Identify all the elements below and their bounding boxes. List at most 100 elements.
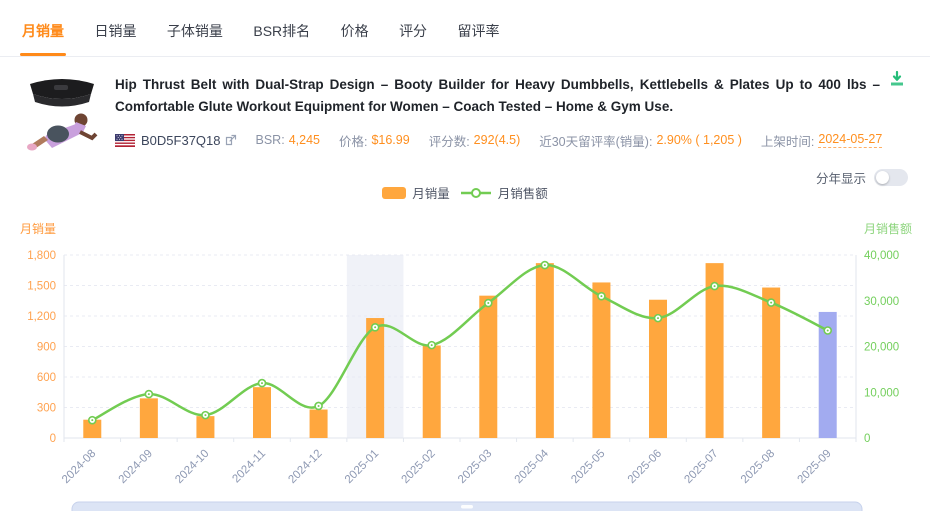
toggle-knob — [876, 171, 889, 184]
tab-review-rate[interactable]: 留评率 — [457, 23, 500, 39]
left-axis-tick: 600 — [37, 372, 56, 384]
bar-2025-02[interactable] — [422, 345, 441, 438]
bsr-stat: BSR: 4,245 — [256, 133, 320, 147]
legend-item-revenue[interactable]: 月销售额 — [460, 183, 548, 202]
bar-swatch-icon — [382, 186, 407, 199]
tab-day-sales[interactable]: 日销量 — [94, 23, 137, 39]
chart-canvas[interactable]: 0 300 600 900 1,200 1,500 1,800 0 10,000 20,000 30… — [0, 205, 930, 516]
bsr-value: 4,245 — [288, 133, 320, 147]
year-display-control: 分年显示 — [816, 168, 908, 187]
revenue-point-dot — [770, 301, 773, 304]
revenue-point-dot — [430, 344, 433, 347]
year-toggle-label: 分年显示 — [815, 172, 866, 186]
left-axis-name: 月销量 — [20, 222, 56, 236]
revenue-point-dot — [91, 419, 94, 422]
right-axis-name: 月销售额 — [864, 221, 912, 236]
x-axis-label-2025-09: 2025-09 — [795, 448, 833, 486]
product-meta-row: B0D5F37Q18 BSR: 4,245 价格: $16.99 评分数: 29… — [115, 131, 901, 149]
product-title: Hip Thrust Belt with Dual-Strap Design –… — [115, 77, 880, 114]
bar-2025-01[interactable] — [366, 318, 385, 438]
right-axis-tick: 10,000 — [864, 387, 899, 399]
download-icon[interactable] — [888, 70, 906, 88]
x-axis-label-2025-08: 2025-08 — [739, 448, 777, 486]
tab-child-sales[interactable]: 子体销量 — [166, 23, 223, 39]
bar-2025-04[interactable] — [535, 263, 554, 438]
left-axis-tick: 1,500 — [27, 281, 56, 293]
revenue-point-dot — [317, 404, 320, 407]
bar-2025-07[interactable] — [705, 263, 724, 438]
right-axis-tick: 20,000 — [864, 342, 899, 354]
year-toggle-switch[interactable] — [874, 169, 908, 186]
rating-value: 292(4.5) — [473, 133, 521, 147]
x-axis-label-2024-08: 2024-08 — [60, 448, 98, 486]
bar-2025-05[interactable] — [592, 282, 611, 438]
revenue-point-dot — [374, 326, 377, 329]
review-rate-stat: 近30天留评率(销量): 2.90% ( 1,205 ) — [539, 131, 742, 150]
metric-tabbar: 月销量 日销量 子体销量 BSR排名 价格 评分 留评率 — [0, 0, 930, 57]
x-axis-label-2025-03: 2025-03 — [456, 448, 494, 486]
right-axis-tick: 40,000 — [864, 250, 899, 262]
bar-2024-09[interactable] — [139, 398, 158, 438]
listing-date-label: 上架时间: — [760, 134, 815, 149]
x-axis-label-2025-01: 2025-01 — [343, 448, 381, 486]
left-axis-tick: 300 — [37, 403, 56, 415]
bar-2024-12[interactable] — [309, 409, 328, 438]
x-axis-label-2024-09: 2024-09 — [117, 448, 155, 486]
x-axis-label-2025-05: 2025-05 — [569, 448, 607, 486]
tab-rating[interactable]: 评分 — [399, 23, 428, 39]
legend-item-sales[interactable]: 月销量 — [382, 183, 450, 202]
revenue-point-dot — [147, 393, 150, 396]
bar-2025-09[interactable] — [818, 311, 837, 438]
price-stat: 价格: $16.99 — [339, 131, 410, 150]
x-axis-label-2024-11: 2024-11 — [230, 448, 268, 486]
right-axis-tick: 0 — [864, 433, 870, 445]
x-axis-label-2025-07: 2025-07 — [682, 448, 720, 486]
tab-price[interactable]: 价格 — [340, 23, 369, 39]
revenue-point-dot — [600, 295, 603, 298]
review-rate-label: 近30天留评率(销量): — [539, 134, 653, 149]
tab-month-sales[interactable]: 月销量 — [20, 21, 66, 56]
left-axis-tick: 1,800 — [27, 250, 56, 262]
revenue-point-dot — [826, 329, 829, 332]
zoom-slider-handle[interactable] — [461, 505, 473, 509]
revenue-point-dot — [261, 382, 263, 385]
external-link-icon[interactable] — [225, 134, 237, 146]
left-axis-tick: 900 — [37, 342, 56, 354]
bsr-label: BSR: — [255, 133, 285, 147]
us-flag-icon — [115, 133, 135, 147]
bar-2024-11[interactable] — [253, 387, 271, 438]
right-axis-tick: 30,000 — [864, 296, 899, 308]
bar-2025-06[interactable] — [649, 299, 667, 438]
bar-2024-10[interactable] — [196, 416, 215, 438]
asin-link[interactable]: B0D5F37Q18 — [141, 132, 221, 148]
bar-2024-08[interactable] — [83, 419, 102, 438]
revenue-point-dot — [657, 317, 659, 320]
tab-bsr-rank[interactable]: BSR排名 — [253, 23, 311, 39]
revenue-point-dot — [487, 302, 490, 305]
listing-date-value[interactable]: 2024-05-27 — [818, 132, 883, 148]
sales-chart[interactable]: 0 300 600 900 1,200 1,500 1,800 0 10,000 20,000 30… — [0, 205, 930, 516]
left-axis-tick: 1,200 — [27, 311, 56, 323]
line-marker-icon — [460, 187, 491, 198]
x-axis-label-2025-02: 2025-02 — [399, 448, 437, 486]
legend-bar-label: 月销量 — [412, 187, 450, 201]
price-value: $16.99 — [371, 133, 410, 147]
x-axis-label-2025-06: 2025-06 — [626, 448, 664, 486]
revenue-point-dot — [204, 414, 207, 417]
x-axis-label-2024-12: 2024-12 — [286, 448, 324, 486]
asin-group: B0D5F37Q18 — [115, 133, 237, 148]
x-axis-label-2024-10: 2024-10 — [173, 448, 211, 486]
listing-date-stat: 上架时间: 2024-05-27 — [760, 131, 883, 150]
bar-2025-03[interactable] — [479, 295, 498, 438]
bar-2025-08[interactable] — [762, 287, 781, 438]
product-image[interactable] — [18, 68, 106, 156]
x-axis-label-2025-04: 2025-04 — [513, 447, 552, 486]
rating-stat: 评分数: 292(4.5) — [429, 131, 521, 150]
revenue-line — [91, 263, 829, 422]
legend-line-label: 月销售额 — [497, 187, 548, 201]
chart-legend: 月销量 月销售额 — [0, 183, 930, 202]
left-axis-tick: 0 — [50, 433, 56, 445]
revenue-point-dot — [543, 264, 546, 267]
rating-label: 评分数: — [428, 134, 470, 149]
review-rate-value: 2.90% ( 1,205 ) — [656, 133, 742, 147]
